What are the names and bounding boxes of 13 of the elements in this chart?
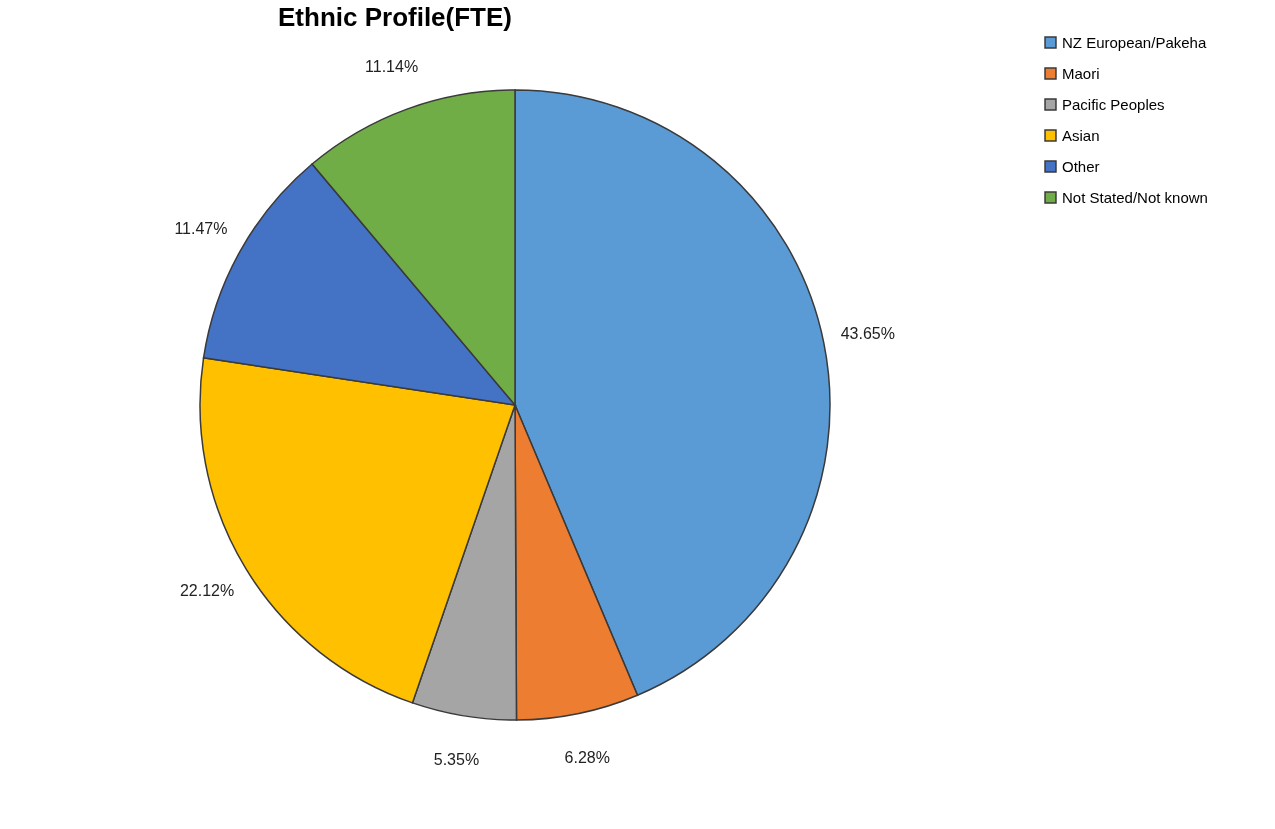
data-label: 6.28%	[564, 748, 610, 766]
data-label: 11.14%	[365, 57, 419, 75]
chart-title: Ethnic Profile(FTE)	[278, 2, 512, 32]
legend-label: Other	[1062, 157, 1100, 175]
legend-label: Pacific Peoples	[1062, 95, 1165, 113]
legend-label: Asian	[1062, 126, 1100, 144]
legend-label: Maori	[1062, 64, 1100, 82]
legend-label: NZ European/Pakeha	[1062, 33, 1207, 51]
data-label: 5.35%	[433, 751, 480, 769]
data-label: 11.47%	[174, 220, 228, 238]
data-label: 43.65%	[840, 324, 895, 342]
legend-label: Not Stated/Not known	[1062, 188, 1208, 206]
data-label: 22.12%	[179, 582, 235, 600]
